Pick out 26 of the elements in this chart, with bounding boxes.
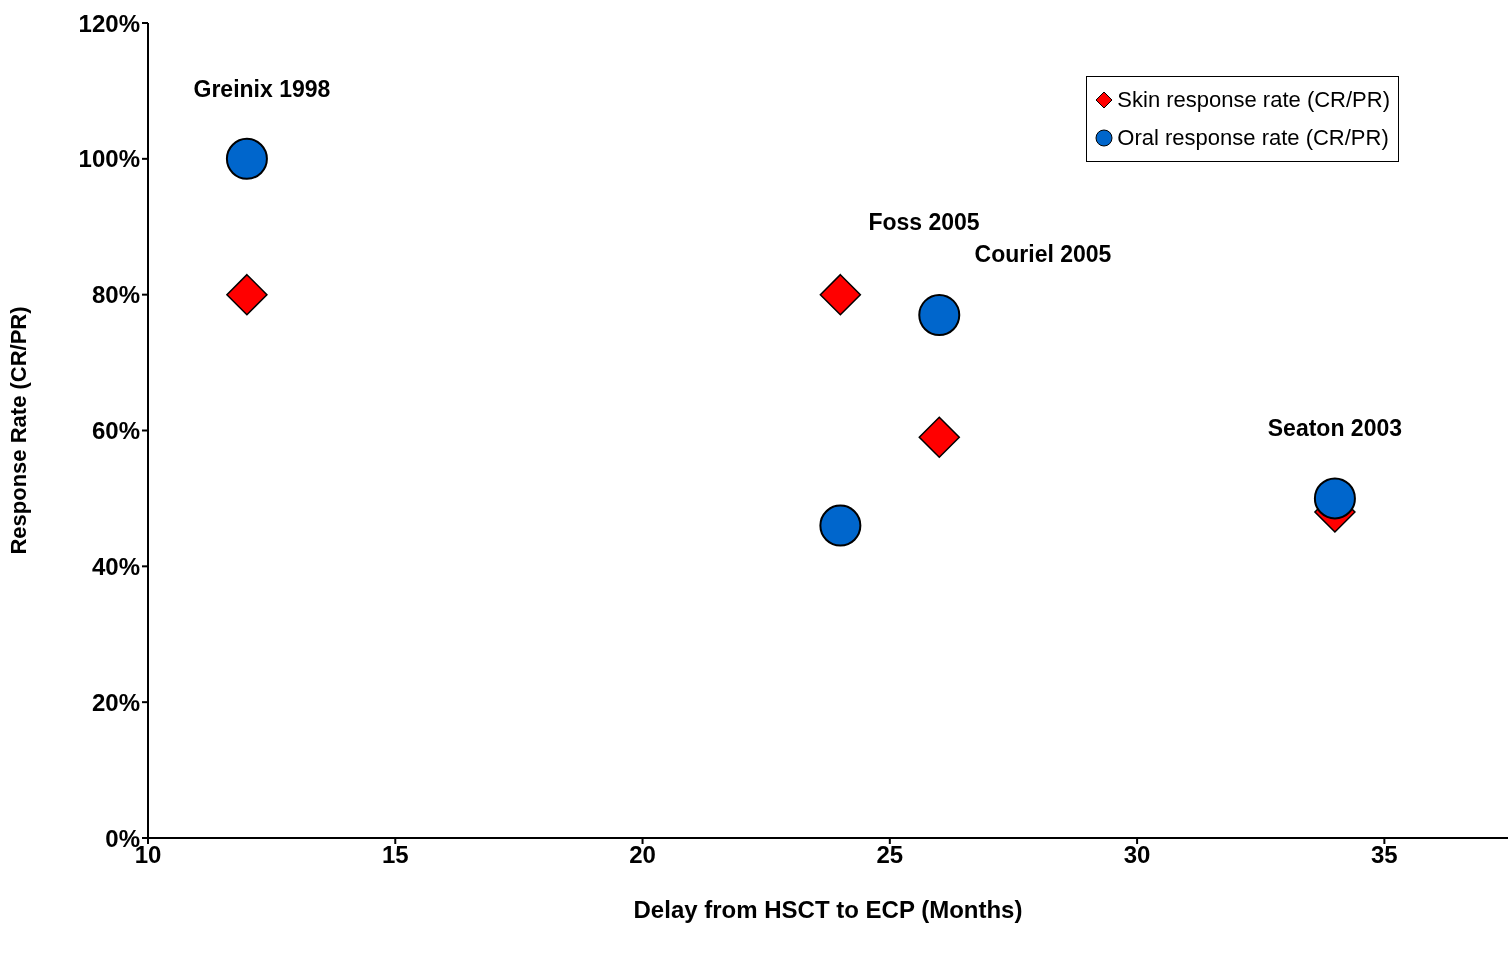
point: [819, 273, 862, 316]
point: [918, 416, 961, 459]
x-tick-label: 30: [1123, 841, 1151, 869]
y-tick-label: 20%: [91, 688, 140, 716]
x-tick-label: 20: [629, 841, 656, 869]
y-tick-label: 40%: [91, 552, 140, 580]
x-tick-label: 35: [1371, 841, 1398, 869]
y-tick-label: 120%: [78, 9, 140, 37]
y-tick-label: 100%: [78, 145, 140, 173]
x-tick-label: 15: [381, 841, 409, 869]
x-tick-label: 25: [876, 841, 904, 869]
annotation: Seaton 2003: [1267, 415, 1403, 442]
point: [1313, 477, 1356, 520]
point: [819, 504, 862, 547]
annotation: Greinix 1998: [193, 75, 331, 102]
y-axis-title: Response Rate (CR/PR): [5, 306, 31, 555]
legend-label: Oral response rate (CR/PR): [1117, 124, 1389, 152]
study-note: Couriel 2005: [974, 240, 1112, 268]
point: [225, 137, 268, 180]
y-tick-label: 80%: [91, 281, 140, 309]
legend-label: Skin response rate (CR/PR): [1117, 86, 1390, 114]
y-tick-label: 60%: [91, 417, 140, 445]
point: [918, 294, 961, 337]
point: [226, 273, 268, 316]
study-note: Foss 2005: [868, 208, 980, 236]
x-axis-title: Delay from HSCT to ECP (Months): [633, 896, 1023, 923]
